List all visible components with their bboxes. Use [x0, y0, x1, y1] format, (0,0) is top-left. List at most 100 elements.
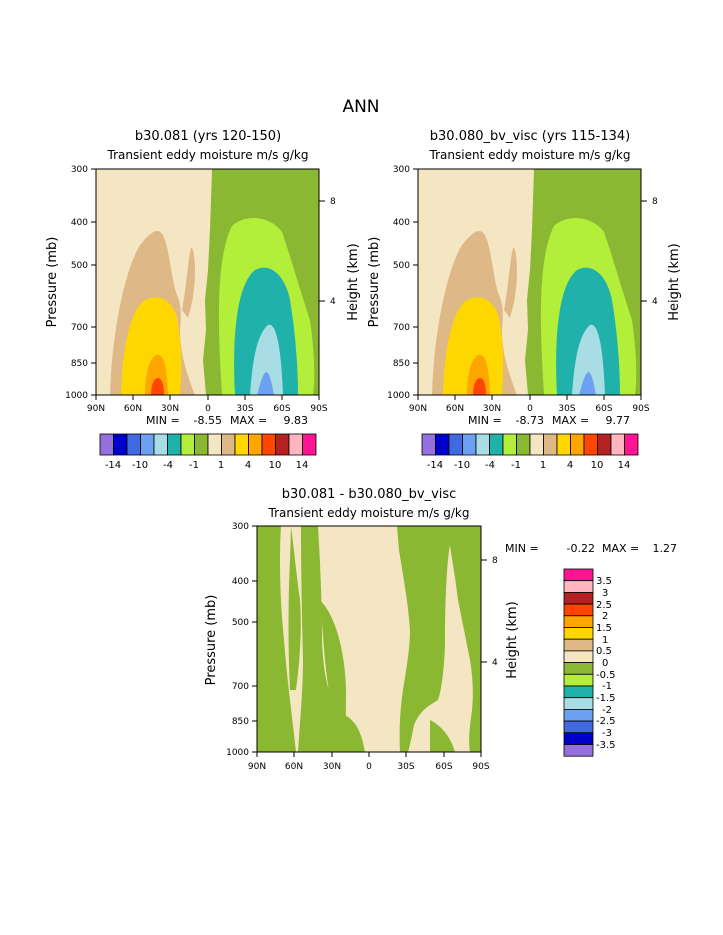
panel1-xtick-60n: 60N	[124, 404, 142, 414]
colorbar-swatch	[563, 592, 594, 605]
panel3-cb-label: -2.5	[596, 716, 616, 727]
panel1-max-label: MAX =	[230, 414, 267, 427]
colorbar-swatch	[563, 627, 594, 640]
panel1-ytick-850: 850	[71, 359, 88, 369]
panel1-xtick-30s: 30S	[236, 404, 253, 414]
panel1-xtick-60s: 60S	[273, 404, 290, 414]
panel2-colorbar	[421, 433, 639, 456]
panel3-cb-label: -1	[602, 681, 612, 692]
panel1-ytick-700: 700	[71, 323, 88, 333]
colorbar-swatch	[221, 433, 236, 456]
panel1-region-tan-arm	[182, 247, 195, 318]
colorbar-swatch	[435, 433, 450, 456]
panel2-max-value: 9.77	[606, 414, 631, 427]
panel1-title: b30.081 (yrs 120-150)	[135, 129, 281, 144]
colorbar-swatch	[153, 433, 168, 456]
panel2-xtick-60n: 60N	[446, 404, 464, 414]
panel2-xtick-30s: 30S	[558, 404, 575, 414]
panel3-subtitle: Transient eddy moisture m/s g/kg	[268, 506, 470, 520]
panel3-cb-label: 2.5	[596, 600, 612, 611]
panel1-region-red	[151, 378, 164, 395]
panel1-cb-label: 1	[218, 460, 224, 471]
panel1-xtick-0: 0	[205, 404, 211, 414]
panel1-ytick-400: 400	[71, 218, 88, 228]
colorbar-swatch	[261, 433, 276, 456]
panel3-cb-label: 3.5	[596, 576, 612, 587]
panel2-ytick-850: 850	[393, 359, 410, 369]
panel3-cb-label: 1	[602, 635, 608, 646]
panel2-ytick-1000: 1000	[387, 391, 410, 401]
panel2-subtitle: Transient eddy moisture m/s g/kg	[429, 148, 631, 162]
colorbar-swatch	[194, 433, 209, 456]
colorbar-swatch	[563, 662, 594, 675]
panel2-region-yellow	[443, 297, 504, 395]
colorbar-swatch	[502, 433, 517, 456]
panel3-contour-fill	[257, 526, 481, 752]
colorbar-swatch	[563, 603, 594, 617]
panel3-region-green-spike	[288, 526, 301, 690]
colorbar-swatch	[570, 433, 585, 456]
panel3-colorbar-labels: 3.5 3 2.5 2 1.5 1 0.5 0 -0.5 -1 -1.5 -2 …	[596, 576, 616, 751]
colorbar-swatch	[288, 433, 303, 456]
panel2-cb-label: -1	[511, 460, 521, 471]
panel3-xtick-30s: 30S	[397, 762, 414, 772]
panel3-min-label: MIN =	[505, 542, 539, 555]
colorbar-swatch	[610, 433, 625, 456]
colorbar-swatch	[556, 433, 571, 456]
panel1-ylabel-right: Height (km)	[346, 243, 361, 320]
panel2-xtick-90s: 90S	[632, 404, 649, 414]
colorbar-swatch	[167, 433, 182, 456]
colorbar-swatch	[563, 697, 594, 710]
panel1-min-value: -8.55	[194, 414, 222, 427]
panel3-region-green-left	[257, 526, 296, 752]
panel3-xtick-60s: 60S	[435, 762, 452, 772]
panel3-region-green-thin	[422, 560, 429, 650]
colorbar-swatch	[489, 433, 504, 456]
panel-difference: b30.081 - b30.080_bv_visc Transient eddy…	[204, 487, 677, 772]
colorbar-swatch	[475, 433, 490, 456]
panel1-ytick-500: 500	[71, 261, 88, 271]
panel-b30-081: b30.081 (yrs 120-150) Transient eddy moi…	[45, 129, 361, 471]
panel3-xtick-30n: 30N	[323, 762, 341, 772]
panel3-region-green-bottom	[430, 720, 455, 752]
colorbar-swatch	[421, 433, 436, 456]
panel3-ytick-300: 300	[232, 522, 249, 532]
panel2-ytick-300: 300	[393, 165, 410, 175]
panel1-colorbar-labels: -14 -10 -4 -1 1 4 10 14	[105, 460, 309, 471]
panel2-max-label: MAX =	[552, 414, 589, 427]
panel3-ytick-850: 850	[232, 717, 249, 727]
panel2-cb-label: -10	[454, 460, 470, 471]
colorbar-swatch	[207, 433, 222, 456]
panel3-cb-label: -1.5	[596, 693, 616, 704]
panel1-ytick-1000: 1000	[65, 391, 88, 401]
panel3-rtick-4: 4	[492, 658, 498, 668]
panel1-ytick-300: 300	[71, 165, 88, 175]
panel3-cb-label: -3.5	[596, 740, 616, 751]
panel2-cb-label: 14	[618, 460, 631, 471]
panel2-region-tan-arm	[504, 247, 517, 318]
panel3-xtick-0: 0	[366, 762, 372, 772]
panel1-max-value: 9.83	[284, 414, 309, 427]
panel3-min-value: -0.22	[567, 542, 595, 555]
panel2-cb-label: 4	[567, 460, 573, 471]
panel3-max-label: MAX =	[602, 542, 639, 555]
panel2-ytick-500: 500	[393, 261, 410, 271]
colorbar-swatch	[543, 433, 558, 456]
colorbar-swatch	[462, 433, 477, 456]
panel1-cb-label: 10	[269, 460, 282, 471]
colorbar-swatch	[563, 709, 594, 722]
panel2-cb-label: -4	[485, 460, 495, 471]
panel1-rtick-4: 4	[330, 297, 336, 307]
panel3-xtick-90s: 90S	[472, 762, 489, 772]
panel3-rtick-8: 8	[492, 556, 498, 566]
panel2-xtick-90n: 90N	[409, 404, 427, 414]
colorbar-swatch	[624, 433, 639, 456]
colorbar-swatch	[140, 433, 155, 456]
panel2-ylabel-right: Height (km)	[667, 243, 682, 320]
colorbar-swatch	[529, 433, 544, 456]
panel1-rtick-8: 8	[330, 197, 336, 207]
colorbar-swatch	[563, 650, 594, 664]
panel2-contour-fill	[418, 169, 641, 395]
panel2-region-blue	[579, 372, 596, 395]
